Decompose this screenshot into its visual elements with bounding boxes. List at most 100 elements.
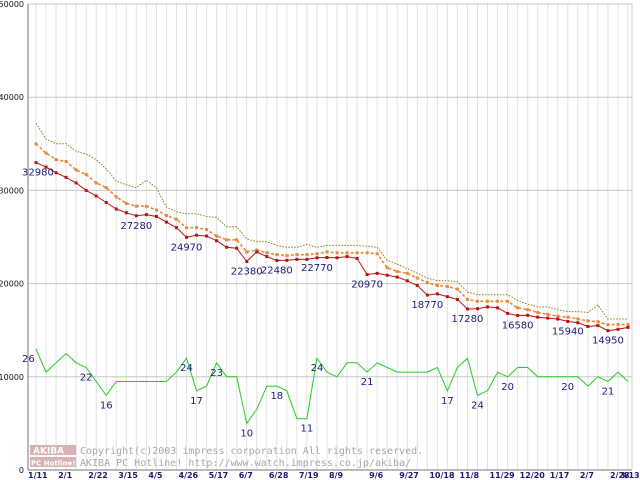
logo-top-box — [30, 445, 76, 455]
data-point-average — [375, 252, 379, 256]
series-line-min — [35, 162, 629, 332]
data-point-min — [164, 220, 168, 224]
data-point-min — [445, 295, 449, 299]
site-url-text: AKIBA PC Hotline! http://www.watch.impre… — [80, 458, 411, 469]
data-point-average — [546, 312, 550, 316]
data-point-min — [395, 275, 399, 279]
data-point-average — [154, 208, 158, 212]
data-point-average — [215, 234, 219, 238]
data-point-min — [626, 325, 630, 329]
data-point-average — [556, 314, 560, 318]
data-point-min — [44, 165, 48, 169]
data-label: 22480 — [261, 265, 293, 276]
data-label: 20 — [501, 382, 514, 393]
data-point-average — [506, 299, 510, 303]
data-label: 24 — [471, 400, 484, 411]
x-tick-label: 9/27 — [399, 471, 419, 480]
data-point-average — [385, 266, 389, 270]
data-point-min — [84, 188, 88, 192]
x-tick-label: 11/29 — [490, 471, 516, 480]
x-tick-label: 10/18 — [429, 471, 455, 480]
data-label: 26 — [22, 354, 35, 365]
x-tick-label: 2/1 — [58, 471, 72, 480]
logo-bottom-box — [30, 457, 76, 467]
data-point-average — [616, 323, 620, 327]
data-point-average — [465, 297, 469, 301]
data-label: 18 — [270, 391, 283, 402]
x-tick-label: 3/13 — [620, 471, 640, 480]
data-point-min — [295, 257, 299, 261]
data-point-min — [556, 317, 560, 321]
data-point-average — [425, 281, 429, 285]
data-label: 15940 — [552, 326, 584, 337]
data-label: 18770 — [411, 300, 443, 311]
data-point-average — [205, 228, 209, 232]
data-point-average — [566, 315, 570, 319]
data-point-min — [475, 307, 479, 311]
data-point-average — [245, 250, 249, 254]
data-point-average — [315, 252, 319, 256]
data-point-min — [185, 235, 189, 239]
data-point-min — [345, 255, 349, 259]
x-tick-label: 2/7 — [580, 471, 594, 480]
data-point-average — [235, 238, 239, 242]
data-point-min — [415, 283, 419, 287]
y-tick-label: 30000 — [0, 186, 24, 195]
data-point-average — [185, 226, 189, 230]
data-point-min — [506, 311, 510, 315]
data-label: 21 — [361, 377, 374, 388]
y-tick-label: 50000 — [0, 0, 24, 9]
data-point-min — [405, 279, 409, 283]
data-point-average — [536, 310, 540, 314]
x-tick-label: 11/8 — [459, 471, 479, 480]
data-point-average — [84, 173, 88, 177]
data-point-min — [275, 258, 279, 262]
x-axis-ticks: 1/11 2/1 2/22 3/15 4/5 4/26 5/17 6/7 6/28 7/19 8/9… — [28, 471, 640, 480]
data-point-min — [215, 239, 219, 243]
data-label: 32980 — [22, 168, 54, 179]
data-point-min — [496, 306, 500, 310]
x-tick-label: 1/17 — [550, 471, 570, 480]
data-point-average — [54, 158, 58, 162]
data-point-min — [465, 307, 469, 311]
data-point-average — [405, 271, 409, 275]
data-point-min — [94, 194, 98, 198]
data-point-average — [64, 160, 68, 164]
data-point-min — [265, 255, 269, 259]
data-label: 24 — [311, 363, 324, 374]
data-point-average — [345, 251, 349, 255]
data-point-min — [174, 226, 178, 230]
data-label: 20970 — [351, 280, 383, 291]
data-point-average — [144, 204, 148, 208]
data-point-min — [325, 256, 329, 260]
data-label: 17 — [190, 396, 203, 407]
grid — [28, 3, 632, 471]
data-point-min — [315, 256, 319, 260]
data-label: 27280 — [120, 221, 152, 232]
data-point-average — [195, 226, 199, 230]
data-label: 20 — [561, 382, 574, 393]
x-tick-label: 8/9 — [329, 471, 343, 480]
data-point-min — [335, 256, 339, 260]
data-point-average — [395, 269, 399, 273]
y-tick-label: 0 — [19, 466, 24, 475]
data-point-min — [596, 324, 600, 328]
data-point-average — [44, 151, 48, 155]
data-point-min — [205, 234, 209, 238]
data-label: 10 — [240, 428, 253, 439]
data-point-average — [124, 201, 128, 205]
x-tick-label: 6/7 — [239, 471, 253, 480]
logo-top-text: AKIBA — [33, 447, 64, 457]
data-point-average — [164, 214, 168, 218]
data-point-min — [526, 313, 530, 317]
data-point-min — [54, 171, 58, 175]
data-point-min — [375, 271, 379, 275]
series-lines — [34, 123, 630, 425]
data-point-min — [134, 214, 138, 218]
data-label: 22380 — [231, 266, 263, 277]
data-point-min — [486, 305, 490, 309]
copyright-text: Copyright(c)2003 impress corporation All… — [80, 446, 423, 457]
data-point-average — [114, 195, 118, 199]
data-point-average — [415, 276, 419, 280]
